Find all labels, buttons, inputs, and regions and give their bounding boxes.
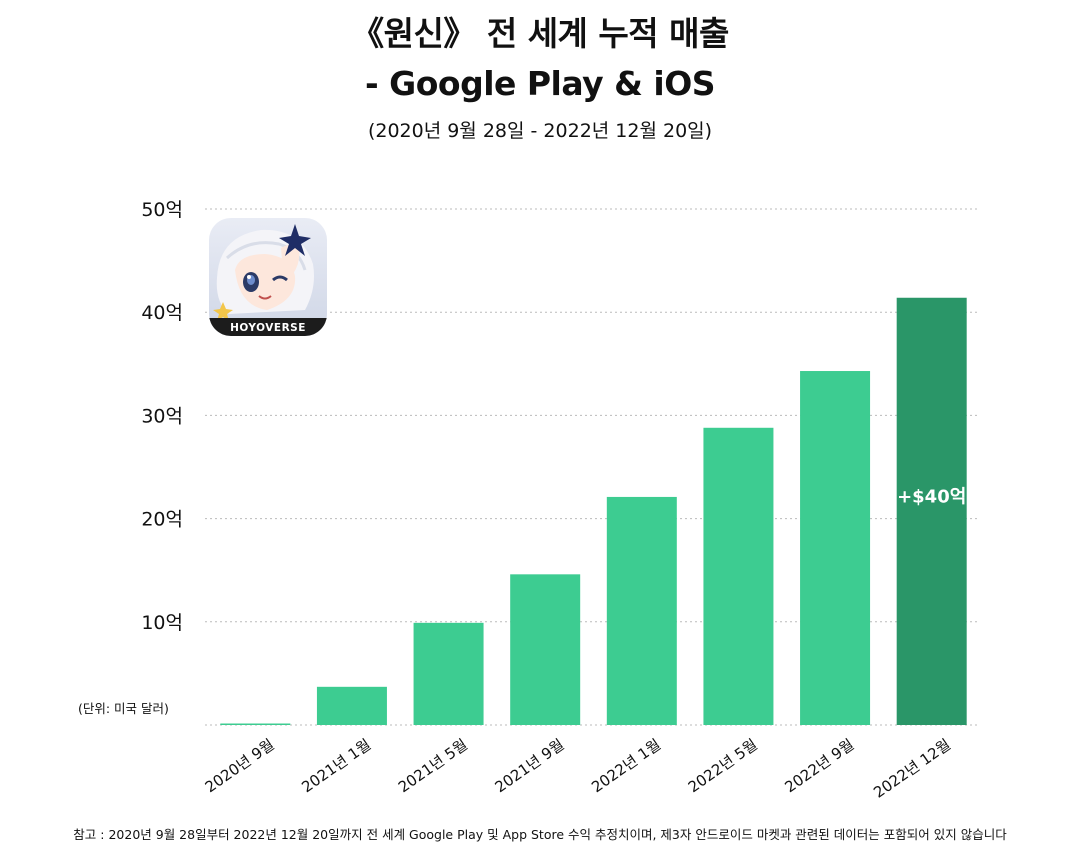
title-block: 《원신》 전 세계 누적 매출 - Google Play & iOS [0,8,1080,108]
x-tick-label: 2021년 9월 [492,736,568,797]
footnote: 참고 : 2020년 9월 28일부터 2022년 12월 20일까지 전 세계… [73,827,1007,842]
y-tick-label: 30억 [141,405,183,427]
x-tick-label: 2022년 5월 [685,736,761,797]
x-tick-label: 2022년 12월 [870,736,954,802]
bar-6 [703,427,774,725]
y-tick-label: 40억 [141,302,183,324]
bar-annotation: +$40억 [897,487,966,508]
x-tick-label: 2022년 9월 [781,736,857,797]
genshin-paimon-icon: HOYOVERSE [209,218,327,336]
bar-2 [316,686,387,725]
y-tick-label: 20억 [141,509,183,531]
bar-7 [800,371,871,725]
chart-title-sub: - Google Play & iOS [364,64,716,103]
bar-5 [606,496,677,725]
y-tick-label: 50억 [141,199,183,221]
unit-label: (단위: 미국 달러) [78,701,169,716]
x-tick-label: 2021년 5월 [395,736,471,797]
chart-title: 《원신》 전 세계 누적 매출 [351,14,729,53]
y-tick-label: 10억 [141,612,183,634]
bar-1 [220,723,291,725]
x-tick-label: 2022년 1월 [588,736,664,797]
bar-3 [413,622,484,725]
bar-8 [896,297,967,725]
hoyoverse-logo-text: HOYOVERSE [230,322,306,334]
chart-subtitle: (2020년 9월 28일 - 2022년 12월 20일) [367,120,713,142]
x-tick-label: 2020년 9월 [202,736,278,797]
bar-4 [510,574,581,725]
x-tick-label: 2021년 1월 [298,736,374,797]
